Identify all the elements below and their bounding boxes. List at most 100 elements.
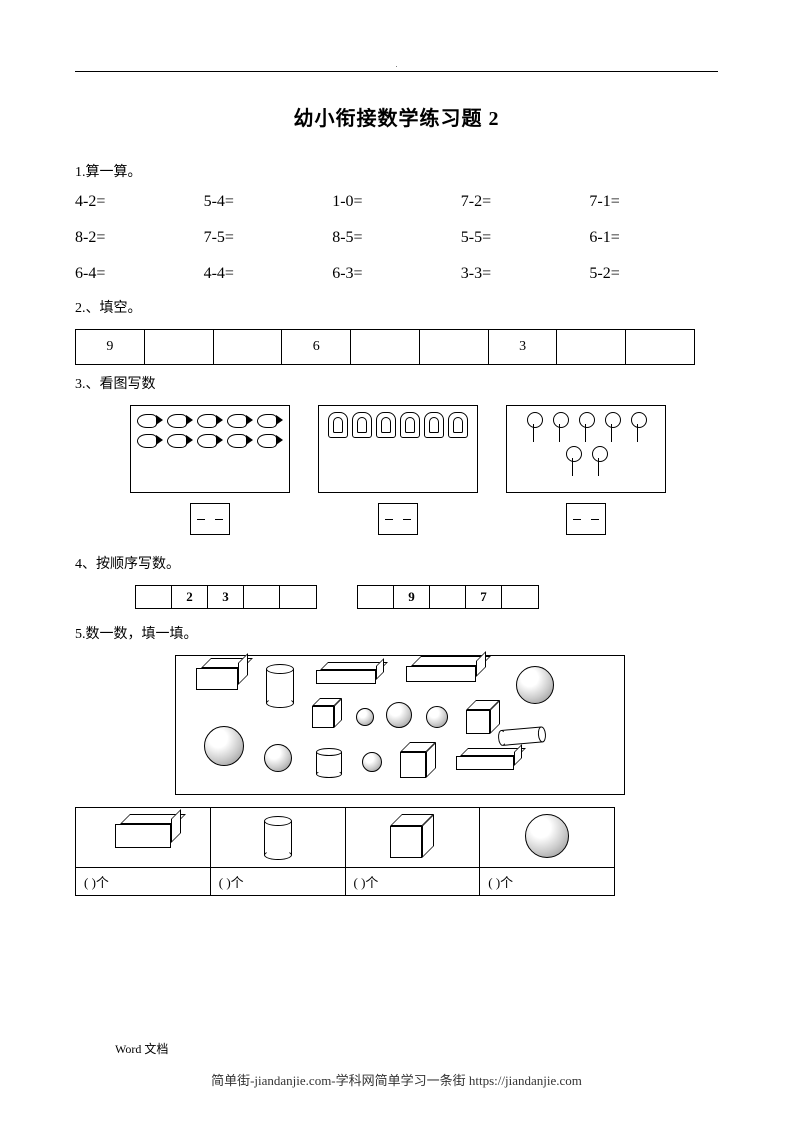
picture-box: [506, 405, 666, 493]
seq-cell: [145, 330, 214, 364]
bread-icon: [328, 412, 348, 438]
sphere-icon: [516, 666, 554, 704]
sphere-icon: [356, 708, 374, 726]
answer-box[interactable]: [378, 503, 418, 535]
q5-label: 5.数一数，填一填。: [75, 623, 718, 643]
arith-item: 3-3=: [461, 265, 590, 283]
q5-count-table: ( )个( )个( )个( )个: [75, 807, 615, 896]
footer-doc-label: Word 文档: [115, 1040, 168, 1057]
order-cell: [244, 586, 280, 608]
answer-box[interactable]: [190, 503, 230, 535]
q2-label: 2.、填空。: [75, 297, 718, 317]
cylinder-icon: [266, 664, 294, 703]
seq-cell: 6: [282, 330, 351, 364]
cube-icon: [312, 698, 342, 728]
arith-item: 6-1=: [589, 229, 718, 247]
cuboid-cell: [76, 808, 211, 868]
seq-cell: 9: [76, 330, 145, 364]
answer-wrap: [506, 503, 666, 535]
q3-answers-row: [130, 503, 718, 535]
page-title: 幼小衔接数学练习题 2: [75, 102, 718, 131]
sphere-icon: [386, 702, 412, 728]
fish-icon: [227, 412, 253, 428]
arith-item: 7-5=: [204, 229, 333, 247]
flower-icon: [549, 412, 571, 442]
answer-wrap: [318, 503, 478, 535]
sphere-icon: [204, 726, 244, 766]
arith-item: 5-2=: [589, 265, 718, 283]
order-cell: 7: [466, 586, 502, 608]
fish-icon: [227, 432, 253, 448]
bread-icon: [448, 412, 468, 438]
cylinder-icon: [501, 726, 546, 746]
sphere-cell: [480, 808, 615, 868]
arith-item: 1-0=: [332, 193, 461, 211]
cube-icon: [466, 700, 500, 734]
cylinder-cell: [210, 808, 345, 868]
q5-shapes-box: [175, 655, 625, 795]
q4-tables-row: 2397: [135, 585, 718, 609]
order-cell: [358, 586, 394, 608]
fish-icon: [257, 432, 283, 448]
fish-icon: [137, 412, 163, 428]
sphere-icon: [525, 814, 569, 858]
order-cell: [502, 586, 538, 608]
seq-cell: [420, 330, 489, 364]
flower-icon: [575, 412, 597, 442]
q1-label: 1.算一算。: [75, 161, 718, 181]
arith-item: 7-2=: [461, 193, 590, 211]
fish-icon: [167, 412, 193, 428]
order-cell: [280, 586, 316, 608]
arith-item: 8-2=: [75, 229, 204, 247]
bread-icon: [400, 412, 420, 438]
order-table: 23: [135, 585, 317, 609]
seq-cell: [351, 330, 420, 364]
order-cell: [430, 586, 466, 608]
flower-icon: [523, 412, 545, 442]
cube-cell: [345, 808, 480, 868]
answer-wrap: [130, 503, 290, 535]
q2-sequence-table: 9 6 3: [75, 329, 695, 365]
flower-icon: [562, 446, 584, 476]
q4-label: 4、按顺序写数。: [75, 553, 718, 573]
seq-cell: 3: [489, 330, 558, 364]
flower-icon: [588, 446, 610, 476]
fish-icon: [167, 432, 193, 448]
q1-grid: 4-2=5-4=1-0=7-2=7-1=8-2=7-5=8-5=5-5=6-1=…: [75, 193, 718, 283]
flower-icon: [627, 412, 649, 442]
cuboid-icon: [115, 824, 171, 848]
arith-item: 8-5=: [332, 229, 461, 247]
sphere-icon: [426, 706, 448, 728]
order-table: 97: [357, 585, 539, 609]
flower-icon: [601, 412, 623, 442]
footer-link: 简单街-jiandanjie.com-学科网简单学习一条街 https://ji…: [0, 1070, 793, 1089]
answer-box[interactable]: [566, 503, 606, 535]
count-answer-cell[interactable]: ( )个: [480, 868, 615, 896]
header-dot: .: [75, 60, 718, 69]
cylinder-icon: [316, 748, 342, 774]
fish-icon: [137, 432, 163, 448]
cuboid-icon: [196, 668, 238, 690]
sphere-icon: [264, 744, 292, 772]
count-answer-cell[interactable]: ( )个: [345, 868, 480, 896]
arith-item: 5-5=: [461, 229, 590, 247]
order-cell: 2: [172, 586, 208, 608]
arith-item: 5-4=: [204, 193, 333, 211]
arith-item: 4-2=: [75, 193, 204, 211]
fish-icon: [197, 432, 223, 448]
seq-cell: [214, 330, 283, 364]
picture-box: [130, 405, 290, 493]
order-cell: 9: [394, 586, 430, 608]
arith-item: 4-4=: [204, 265, 333, 283]
seq-cell: [557, 330, 626, 364]
cube-icon: [390, 814, 434, 858]
order-cell: [136, 586, 172, 608]
count-answer-cell[interactable]: ( )个: [76, 868, 211, 896]
cuboid-icon: [406, 666, 476, 682]
cylinder-icon: [264, 816, 292, 855]
bread-icon: [424, 412, 444, 438]
bread-icon: [376, 412, 396, 438]
count-answer-cell[interactable]: ( )个: [210, 868, 345, 896]
header-rule: [75, 71, 718, 72]
bread-icon: [352, 412, 372, 438]
